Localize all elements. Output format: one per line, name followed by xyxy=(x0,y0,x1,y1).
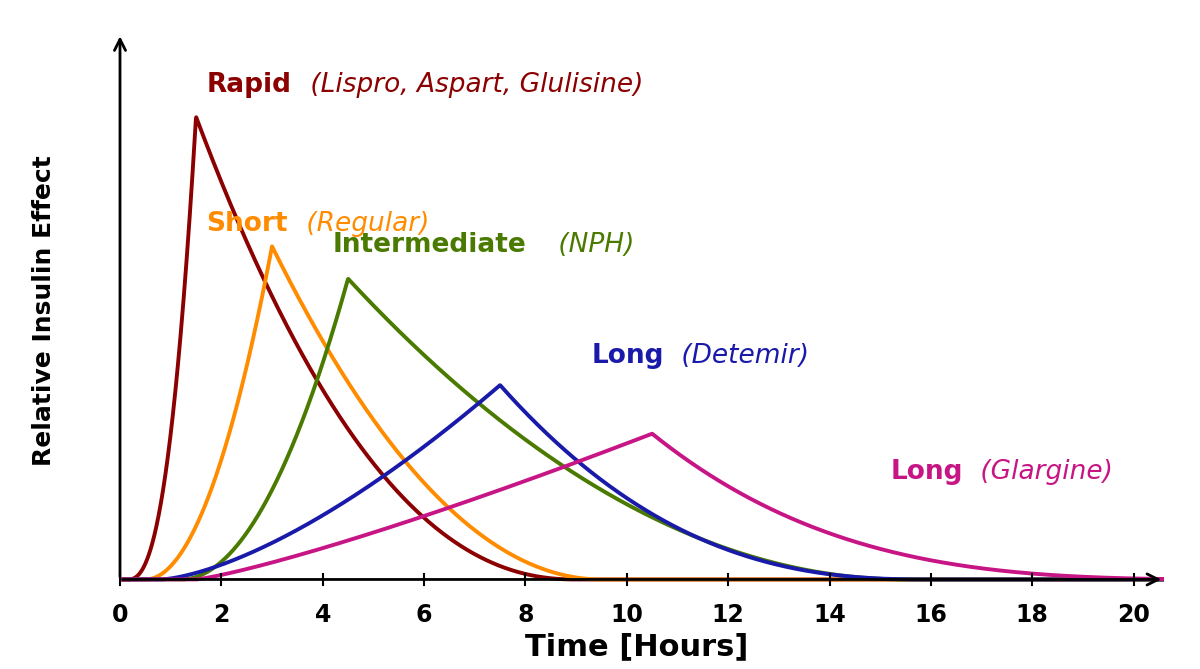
Text: Short: Short xyxy=(206,211,288,237)
Text: 12: 12 xyxy=(712,603,744,627)
Text: (Regular): (Regular) xyxy=(298,211,430,237)
Text: (NPH): (NPH) xyxy=(551,232,635,258)
Text: Long: Long xyxy=(890,459,962,484)
Text: 14: 14 xyxy=(814,603,846,627)
Text: 2: 2 xyxy=(214,603,229,627)
Text: (Detemir): (Detemir) xyxy=(673,343,809,369)
Text: Long: Long xyxy=(592,343,664,369)
Text: 16: 16 xyxy=(914,603,947,627)
Text: 0: 0 xyxy=(112,603,128,627)
Text: Time [Hours]: Time [Hours] xyxy=(526,633,749,662)
Text: 18: 18 xyxy=(1015,603,1049,627)
Text: 4: 4 xyxy=(314,603,331,627)
Text: Rapid: Rapid xyxy=(206,72,292,98)
Text: 8: 8 xyxy=(517,603,534,627)
Text: (Glargine): (Glargine) xyxy=(972,459,1112,484)
Text: 6: 6 xyxy=(416,603,432,627)
Text: Intermediate: Intermediate xyxy=(332,232,527,258)
Text: (Lispro, Aspart, Glulisine): (Lispro, Aspart, Glulisine) xyxy=(301,72,643,98)
Text: 20: 20 xyxy=(1117,603,1150,627)
Text: Relative Insulin Effect: Relative Insulin Effect xyxy=(32,156,56,466)
Text: 10: 10 xyxy=(611,603,643,627)
